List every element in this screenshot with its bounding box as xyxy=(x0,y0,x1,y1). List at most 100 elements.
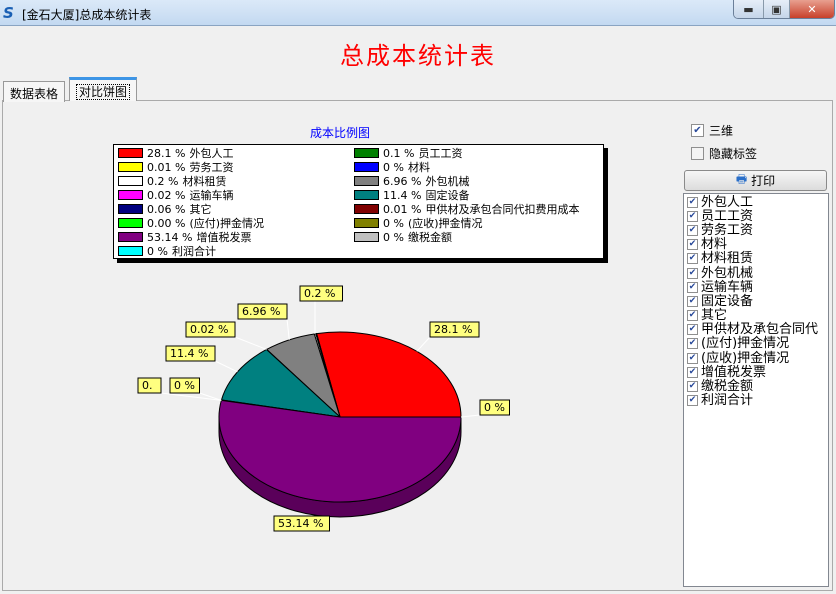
three-d-checkbox[interactable]: ✔ 三维 xyxy=(691,122,733,139)
series-name: 材料租赁 xyxy=(701,251,754,267)
series-list-item[interactable]: ✔ 运输车辆 xyxy=(684,280,828,294)
legend-name: 利润合计 xyxy=(171,245,216,258)
legend-swatch xyxy=(118,162,143,172)
legend-name: 固定设备 xyxy=(425,189,470,202)
series-name: 其它 xyxy=(701,308,728,324)
checkbox-checked-icon[interactable]: ✔ xyxy=(687,210,698,222)
series-list-item[interactable]: ✔ 材料租赁 xyxy=(684,252,828,266)
title-bar: S [金石大厦]总成本统计表 ▬ ▣ ✕ xyxy=(0,0,836,26)
minimize-icon[interactable]: ▬ xyxy=(734,0,763,18)
legend-name: 缴税金额 xyxy=(407,231,452,244)
series-name: 甲供材及承包合同代 xyxy=(701,322,819,338)
series-list-item[interactable]: ✔ 固定设备 xyxy=(684,294,828,308)
legend-item: 0.02 % 运输车辆 xyxy=(118,188,233,202)
checkbox-checked-icon[interactable]: ✔ xyxy=(687,310,698,322)
checkbox-checked-icon[interactable]: ✔ xyxy=(687,381,698,393)
checkbox-checked-icon[interactable]: ✔ xyxy=(687,338,698,350)
checkbox-checked-icon[interactable]: ✔ xyxy=(687,253,698,265)
checkbox-checked-icon[interactable]: ✔ xyxy=(687,324,698,336)
series-list-item[interactable]: ✔ 其它 xyxy=(684,309,828,323)
legend-label: 0.00 % xyxy=(147,216,186,230)
legend-swatch xyxy=(118,218,143,228)
close-icon[interactable]: ✕ xyxy=(789,0,834,18)
series-name: 缴税金额 xyxy=(701,379,754,395)
series-list-item[interactable]: ✔ 外包机械 xyxy=(684,266,828,280)
legend-swatch xyxy=(118,148,143,158)
series-list-item[interactable]: ✔ 员工工资 xyxy=(684,209,828,223)
legend-swatch xyxy=(118,176,143,186)
series-name: 劳务工资 xyxy=(701,222,754,238)
series-list-item[interactable]: ✔ 材料 xyxy=(684,238,828,252)
series-list-item[interactable]: ✔ 甲供材及承包合同代 xyxy=(684,323,828,337)
series-list-item[interactable]: ✔ 外包人工 xyxy=(684,195,828,209)
tab-pie-chart[interactable]: 对比饼图 xyxy=(69,77,138,101)
maximize-icon[interactable]: ▣ xyxy=(763,0,789,18)
legend-name: 其它 xyxy=(189,203,212,216)
legend-swatch xyxy=(354,218,379,228)
checkbox-checked-icon[interactable]: ✔ xyxy=(687,239,698,251)
legend-label: 53.14 % xyxy=(147,230,193,244)
legend-label: 0 % xyxy=(383,230,404,244)
series-name: 运输车辆 xyxy=(701,279,754,295)
chart-title: 成本比例图 xyxy=(309,126,370,140)
legend-swatch xyxy=(354,176,379,186)
legend-label: 0.06 % xyxy=(147,202,186,216)
legend-item: 0.1 % 员工工资 xyxy=(354,146,462,160)
legend-name: 增值税发票 xyxy=(196,231,252,244)
series-list-item[interactable]: ✔ (应收)押金情况 xyxy=(684,351,828,365)
legend-item: 0 % 利润合计 xyxy=(118,244,216,258)
legend-label: 11.4 % xyxy=(383,188,422,202)
series-list-item[interactable]: ✔ (应付)押金情况 xyxy=(684,337,828,351)
legend-item: 0 % (应收)押金情况 xyxy=(354,216,483,230)
legend-name: 材料租赁 xyxy=(182,175,227,188)
checkbox-checked-icon[interactable]: ✔ xyxy=(687,224,698,236)
checkbox-checked-icon[interactable]: ✔ xyxy=(687,281,698,293)
legend-name: 劳务工资 xyxy=(189,161,234,174)
checkbox-checked-icon[interactable]: ✔ xyxy=(687,196,698,208)
legend-name: 外包机械 xyxy=(425,175,470,188)
legend-item: 0 % 材料 xyxy=(354,160,430,174)
series-name: 外包机械 xyxy=(701,265,754,281)
checkbox-checked-icon[interactable]: ✔ xyxy=(687,352,698,364)
hide-labels-checkbox[interactable]: 隐藏标签 xyxy=(691,145,757,162)
legend-name: 材料 xyxy=(407,161,430,174)
legend-item: 11.4 % 固定设备 xyxy=(354,188,469,202)
series-list-item[interactable]: ✔ 缴税金额 xyxy=(684,379,828,393)
checkbox-checked-icon[interactable]: ✔ xyxy=(687,366,698,378)
legend-label: 6.96 % xyxy=(383,174,422,188)
legend-item: 0.06 % 其它 xyxy=(118,202,211,216)
series-list-item[interactable]: ✔ 劳务工资 xyxy=(684,223,828,237)
tab-data-table[interactable]: 数据表格 xyxy=(3,81,66,102)
series-name: 增值税发票 xyxy=(701,364,767,380)
legend-name: (应收)押金情况 xyxy=(407,217,483,230)
legend-label: 0.2 % xyxy=(147,174,179,188)
series-checklist[interactable]: ✔ 外包人工 ✔ 员工工资 ✔ 劳务工资 ✔ 材料 ✔ 材料租赁 ✔ 外包机械 ✔ 运输车辆 ✔ 固定设备 ✔ 其… xyxy=(683,193,829,587)
series-name: 员工工资 xyxy=(701,208,754,224)
series-name: (应收)押金情况 xyxy=(701,350,790,366)
legend-label: 0.01 % xyxy=(383,202,422,216)
legend-name: 员工工资 xyxy=(418,147,463,160)
series-name: 固定设备 xyxy=(701,293,754,309)
legend-item: 28.1 % 外包人工 xyxy=(118,146,233,160)
checkbox-checked-icon: ✔ xyxy=(691,124,704,137)
series-list-item[interactable]: ✔ 增值税发票 xyxy=(684,365,828,379)
legend-swatch xyxy=(354,190,379,200)
legend-label: 0 % xyxy=(383,216,404,230)
legend-swatch xyxy=(118,232,143,242)
legend-swatch xyxy=(118,204,143,214)
legend-name: 运输车辆 xyxy=(189,189,234,202)
series-list-item[interactable]: ✔ 利润合计 xyxy=(684,394,828,408)
window-controls: ▬ ▣ ✕ xyxy=(733,0,835,19)
legend-name: 甲供材及承包合同代扣费用成本 xyxy=(425,203,580,216)
legend-item: 0.2 % 材料租赁 xyxy=(118,174,226,188)
legend-label: 28.1 % xyxy=(147,146,186,160)
checkbox-checked-icon[interactable]: ✔ xyxy=(687,267,698,279)
page-title: 总成本统计表 xyxy=(340,42,496,70)
legend-item: 0.01 % 劳务工资 xyxy=(118,160,233,174)
print-label: 打印 xyxy=(751,174,776,188)
legend-name: (应付)押金情况 xyxy=(189,217,265,230)
checkbox-checked-icon[interactable]: ✔ xyxy=(687,395,698,407)
checkbox-checked-icon[interactable]: ✔ xyxy=(687,295,698,307)
print-button[interactable]: 🖶 打印 xyxy=(684,170,827,191)
legend-swatch xyxy=(354,204,379,214)
